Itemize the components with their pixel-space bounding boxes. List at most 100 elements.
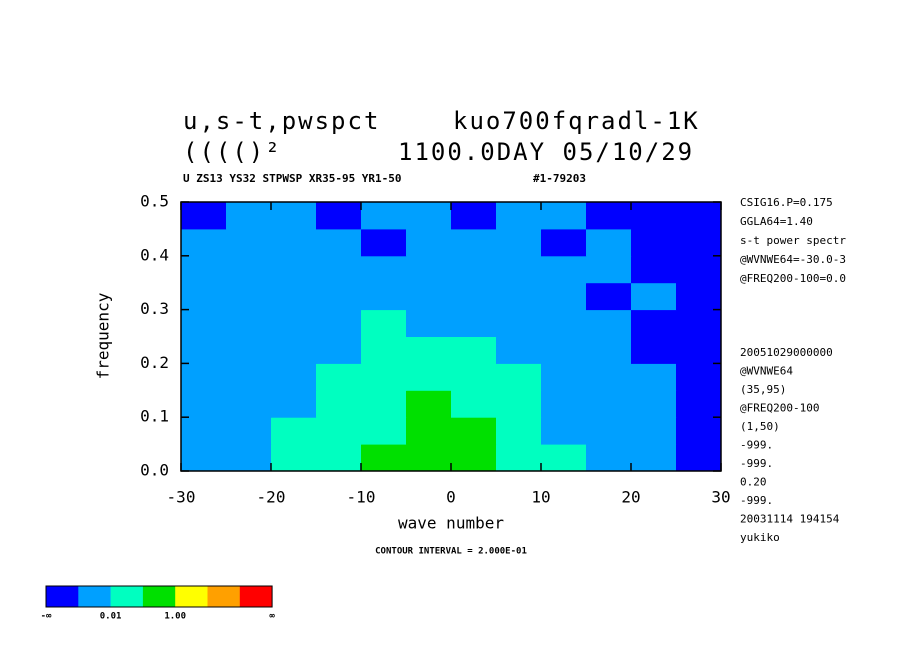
cell [631,363,677,391]
cell [631,202,677,230]
info-text: yukiko [740,531,780,544]
cell [406,363,452,391]
cell [631,336,677,364]
cell [541,282,587,311]
info-text: -999. [740,439,773,452]
cell [676,282,722,311]
x-tick-label: 20 [621,488,640,507]
cell [361,363,407,391]
info-text: (1,50) [740,420,780,433]
cell [271,336,317,364]
colorbar-swatch [175,586,208,607]
cell [316,309,362,337]
cell [226,444,272,472]
cell [271,390,317,418]
cell [586,309,632,337]
colorbar-swatch [239,586,273,607]
y-tick-label: 0.2 [140,353,169,372]
cell [451,390,497,418]
colorbar-swatch [110,586,144,607]
cell [271,202,317,230]
cell [406,228,452,257]
cell [181,309,227,337]
cell [451,255,497,284]
x-tick-label: -30 [167,488,196,507]
x-tick-label: 30 [711,488,730,507]
footer: CONTOUR INTERVAL = 2.000E-01 [375,547,527,557]
cell [631,228,677,257]
cell [496,202,542,230]
cell [631,417,677,445]
cell [586,282,632,311]
cell [676,417,722,445]
cell [631,255,677,284]
cell [226,202,272,230]
cell [451,202,497,230]
cell [361,255,407,284]
cell [586,390,632,418]
cell [226,282,272,311]
cell [226,336,272,364]
cell [316,282,362,311]
cell [496,417,542,445]
cell [181,390,227,418]
cell [586,444,632,472]
info-text: 20051029000000 [740,346,833,359]
cell [406,255,452,284]
cell [271,417,317,445]
cell [361,282,407,311]
info-text: @FREQ200-100 [740,402,819,415]
cell [451,417,497,445]
cell [541,309,587,337]
cell [676,363,722,391]
info-text: CSIG16.P=0.175 [740,196,833,209]
x-tick-label: -10 [347,488,376,507]
cell [451,336,497,364]
cell [226,228,272,257]
cell [181,444,227,472]
colorbar-label: -∞ [41,612,52,622]
cell [496,282,542,311]
colorbar-label: 1.00 [164,612,186,622]
cell [181,202,227,230]
cell [586,363,632,391]
cell [406,390,452,418]
info-text: 0.20 [740,476,767,489]
cell [226,309,272,337]
subtitle: #1-79203 [533,172,586,185]
cell [271,255,317,284]
cell [496,390,542,418]
colorbar-swatch [207,586,241,607]
cell [181,363,227,391]
colorbar-swatch [142,586,176,607]
cell [361,202,407,230]
subtitle: U ZS13 YS32 STPWSP XR35-95 YR1-50 [183,172,402,185]
cell [496,444,542,472]
x-tick-label: -20 [257,488,286,507]
cell [226,417,272,445]
cell [586,417,632,445]
cell [361,228,407,257]
y-tick-label: 0.0 [140,461,169,480]
cell [631,282,677,311]
cell [541,390,587,418]
cell [541,336,587,364]
y-tick-label: 0.1 [140,407,169,426]
cell [586,228,632,257]
info-text: @WVNWE64 [740,365,793,378]
title: u,s-t,pwspct [183,107,380,135]
info-text: @WVNWE64=-30.0-3 [740,253,846,266]
info-text: 20031114 194154 [740,513,840,526]
cell [541,444,587,472]
cell [496,336,542,364]
info-text: GGLA64=1.40 [740,215,813,228]
cell [451,228,497,257]
title: (((()² [183,138,282,166]
cell [271,363,317,391]
colorbar-frame [45,585,273,608]
cell [406,309,452,337]
cell [226,255,272,284]
cell [316,255,362,284]
cell [541,228,587,257]
cell [316,228,362,257]
